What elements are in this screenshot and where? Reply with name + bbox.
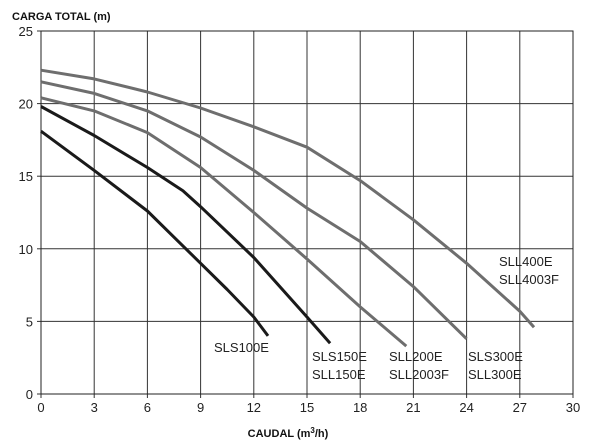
- x-axis-title-end: /h): [315, 428, 329, 440]
- series-label: SLS300E: [468, 349, 523, 364]
- x-tick-label: 24: [459, 400, 473, 415]
- x-axis-title-sup: 3: [310, 426, 315, 435]
- x-axis-title-main: CAUDAL (m: [248, 428, 311, 440]
- tick-labels: 0 3 6 9 12 15 18 21 24 27 30 0 5 10 15 20 25: [19, 24, 581, 415]
- y-tick-label: 15: [19, 169, 33, 184]
- series-label: SLL400E: [499, 254, 553, 269]
- x-tick-label: 12: [247, 400, 261, 415]
- series-line: [40, 96, 408, 348]
- x-tick-label: 15: [300, 400, 314, 415]
- y-tick-label: 5: [26, 314, 33, 329]
- x-axis-title: CAUDAL (m3/h): [248, 426, 329, 440]
- y-tick-label: 10: [19, 242, 33, 257]
- series-label: SLL300E: [468, 367, 522, 382]
- y-tick-label: 20: [19, 97, 33, 112]
- x-tick-label: 3: [91, 400, 98, 415]
- series-label: SLS100E: [214, 340, 269, 355]
- y-axis-title: CARGA TOTAL (m): [12, 11, 111, 23]
- y-tick-label: 0: [26, 387, 33, 402]
- series-line: [40, 105, 332, 345]
- series-line: [40, 80, 468, 340]
- series-label: SLS150E: [312, 349, 367, 364]
- series-label: SLL4003F: [499, 272, 559, 287]
- series-label: SLL2003F: [389, 367, 449, 382]
- series-line: [40, 68, 536, 329]
- series-lines: [40, 68, 536, 348]
- series-label: SLL200E: [389, 349, 443, 364]
- series-label: SLL150E: [312, 367, 366, 382]
- x-tick-label: 21: [406, 400, 420, 415]
- x-tick-label: 18: [353, 400, 367, 415]
- x-tick-label: 9: [197, 400, 204, 415]
- x-tick-label: 30: [566, 400, 580, 415]
- x-tick-label: 27: [513, 400, 527, 415]
- x-tick-label: 6: [144, 400, 151, 415]
- plot-frame: [40, 30, 574, 395]
- x-tick-label: 0: [37, 400, 44, 415]
- y-tick-label: 25: [19, 24, 33, 39]
- series-line: [40, 129, 270, 337]
- series-labels: SLS100E SLS150E SLL150E SLL200E SLL2003F SLS3…: [214, 254, 559, 382]
